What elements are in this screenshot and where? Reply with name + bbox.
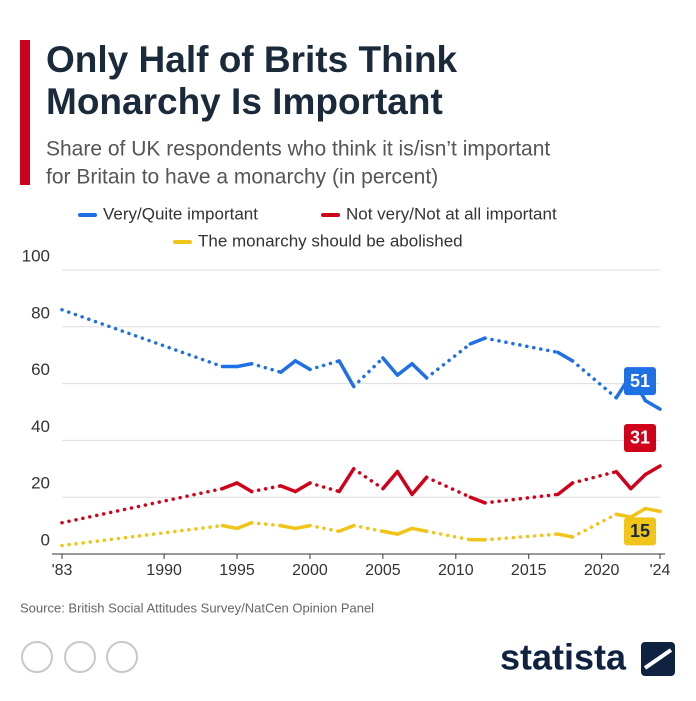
title: Only Half of Brits Think	[46, 39, 458, 80]
x-tick-label: 2010	[438, 562, 474, 579]
line-segment	[60, 486, 225, 525]
line-segment	[279, 359, 298, 374]
line-segment	[308, 481, 341, 494]
value-callout	[624, 517, 656, 546]
line-segment	[410, 361, 429, 380]
line-segment	[556, 481, 575, 497]
line-segment	[629, 472, 648, 491]
x-tick-label: 1990	[146, 562, 182, 579]
x-tick-label: 1995	[219, 562, 255, 579]
line-segment	[643, 398, 662, 411]
line-segment	[556, 350, 575, 363]
value-callout	[624, 367, 656, 396]
line-segment	[293, 481, 312, 494]
line-segment	[337, 467, 356, 494]
line-segment	[235, 361, 254, 369]
line-segment	[249, 484, 283, 494]
line-segment	[483, 532, 560, 542]
line-segment	[249, 521, 283, 528]
value-label: 51	[630, 371, 650, 391]
line-segment	[424, 475, 473, 499]
title: Monarchy Is Important	[46, 81, 443, 122]
line-segment	[220, 523, 239, 531]
y-tick-label: 100	[22, 246, 50, 265]
x-tick-label: '24	[650, 562, 671, 579]
line-segment	[249, 361, 283, 374]
y-tick-label: 0	[41, 530, 50, 549]
line-segment	[614, 469, 633, 491]
subtitle: Share of UK respondents who think it is/…	[46, 138, 550, 161]
value-label: 31	[630, 428, 650, 448]
line-segment	[308, 523, 341, 534]
line-segment	[337, 523, 356, 534]
y-tick-label: 40	[31, 417, 50, 436]
x-tick-label: 2015	[511, 562, 547, 579]
x-tick-label: 2005	[365, 562, 401, 579]
line-segment	[337, 359, 356, 389]
subtitle: for Britain to have a monarchy (in perce…	[46, 166, 438, 189]
legend-label: Not very/Not at all important	[346, 204, 557, 223]
value-label: 15	[630, 521, 650, 541]
line-segment	[424, 529, 473, 542]
line-segment	[351, 356, 385, 389]
line-segment	[468, 336, 487, 346]
y-tick-label: 20	[31, 474, 50, 493]
license-icons	[21, 641, 138, 673]
line-segment	[395, 361, 414, 377]
line-segment	[351, 523, 385, 534]
line-segment	[60, 308, 225, 369]
line-segment	[424, 342, 473, 380]
line-segment	[395, 469, 414, 497]
line-segment	[60, 523, 225, 548]
line-segment	[629, 506, 648, 519]
line-segment	[308, 359, 341, 372]
line-segment	[395, 526, 414, 536]
y-tick-label: 60	[31, 360, 50, 379]
line-segment	[643, 506, 662, 514]
line-segment	[381, 356, 400, 377]
line-segment	[235, 481, 254, 494]
legend-label: The monarchy should be abolished	[198, 231, 463, 250]
line-segment	[614, 512, 633, 519]
x-tick-label: 2000	[292, 562, 328, 579]
line-segment	[410, 475, 429, 497]
line-segment	[293, 523, 312, 531]
line-segment	[410, 526, 429, 534]
line-segment	[483, 492, 560, 505]
line-segment	[570, 512, 618, 539]
brand-icon	[643, 648, 673, 670]
line-segment	[643, 464, 662, 477]
x-tick-label: '83	[52, 562, 73, 579]
line-segment	[570, 469, 618, 485]
line-segment	[220, 481, 239, 491]
value-callout	[624, 423, 656, 452]
line-segment	[235, 521, 254, 531]
line-segment	[279, 523, 298, 531]
line-segment	[381, 469, 400, 491]
x-tick-label: 2020	[584, 562, 620, 579]
line-segment	[293, 359, 312, 372]
line-segment	[483, 336, 560, 355]
line-segment	[351, 467, 385, 491]
line-segment	[468, 495, 487, 505]
source: Source: British Social Attitudes Survey/…	[20, 600, 374, 615]
title-accent	[20, 40, 30, 185]
brand: statista	[500, 637, 627, 678]
line-segment	[381, 529, 400, 536]
legend-label: Very/Quite important	[103, 204, 258, 223]
line-segment	[556, 532, 575, 539]
y-tick-label: 80	[31, 303, 50, 322]
line-segment	[279, 484, 298, 494]
line-segment	[570, 359, 618, 400]
